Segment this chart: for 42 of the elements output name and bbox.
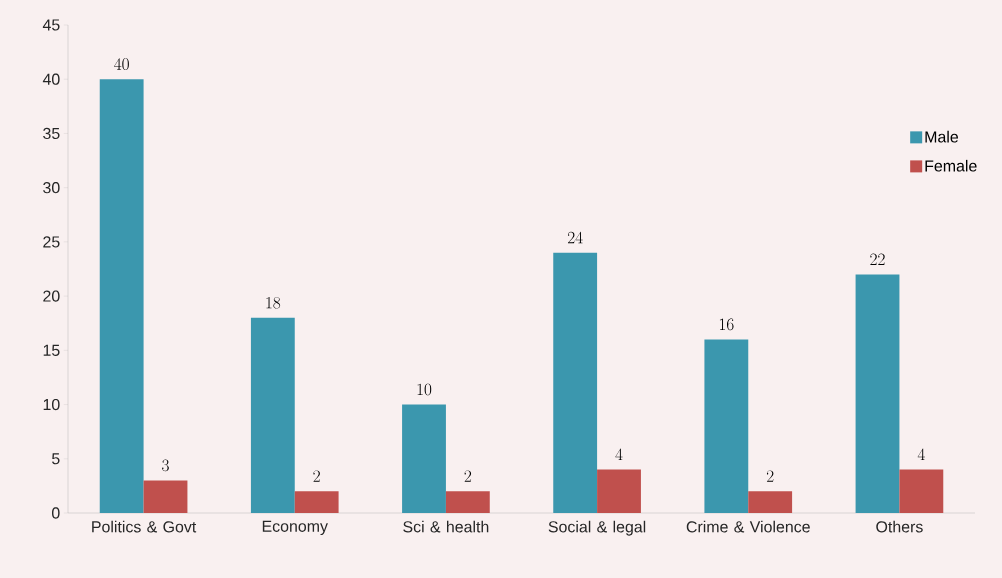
bar	[855, 274, 900, 513]
y-tick-label: 35	[43, 127, 60, 140]
bar	[294, 491, 339, 513]
y-tick-label: 0	[51, 507, 60, 519]
y-tick-label: 20	[43, 290, 60, 302]
data-label: 24	[567, 231, 583, 244]
data-label: 2	[313, 470, 320, 482]
x-tick-label: Economy	[262, 520, 328, 536]
data-label: 22	[870, 253, 885, 265]
data-label: 3	[162, 459, 169, 472]
y-tick-label: 5	[52, 453, 60, 465]
y-tick-label: 40	[42, 73, 60, 85]
bar	[402, 404, 446, 513]
legend-label: Male	[925, 130, 958, 143]
y-tick-label: 15	[43, 344, 60, 356]
bar	[704, 339, 749, 513]
legend-label: Female	[925, 159, 977, 172]
y-tick-label: 25	[43, 236, 60, 248]
x-tick-label: Others	[876, 520, 923, 533]
data-label: 40	[114, 58, 129, 70]
bar	[250, 317, 295, 513]
bar	[899, 469, 944, 513]
y-tick-label: 45	[42, 19, 60, 31]
x-tick-label: Sci & health	[403, 520, 489, 533]
data-label: 10	[417, 383, 432, 396]
bar	[748, 491, 793, 513]
data-label: 16	[719, 318, 734, 331]
bar	[143, 480, 188, 513]
data-label: 18	[266, 296, 281, 309]
bar	[597, 469, 641, 513]
x-tick-label: Social & legal	[548, 520, 646, 536]
data-label: 2	[464, 470, 472, 482]
bar	[553, 252, 598, 513]
data-label: 4	[917, 448, 925, 461]
x-tick-label: Politics & Govt	[92, 520, 197, 533]
data-label: 2	[766, 470, 774, 482]
y-tick-label: 10	[43, 398, 60, 411]
data-label: 4	[615, 448, 623, 461]
x-tick-label: Crime & Violence	[686, 520, 810, 533]
y-tick-label: 30	[43, 182, 60, 194]
bar	[99, 79, 144, 513]
bar	[445, 491, 490, 513]
